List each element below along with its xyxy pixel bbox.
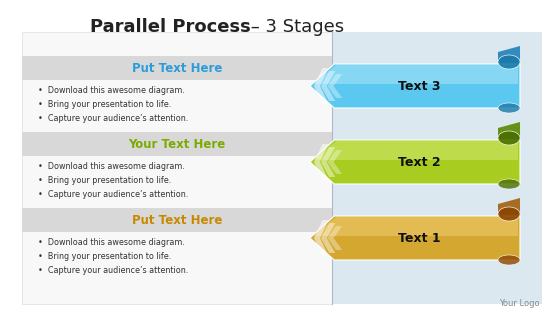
Polygon shape <box>314 68 329 104</box>
Bar <box>22 208 332 232</box>
Ellipse shape <box>498 103 520 113</box>
Polygon shape <box>313 65 518 84</box>
Polygon shape <box>328 150 342 174</box>
Text: •  Download this awesome diagram.: • Download this awesome diagram. <box>38 238 185 247</box>
Polygon shape <box>328 74 342 98</box>
Text: •  Bring your presentation to life.: • Bring your presentation to life. <box>38 176 171 185</box>
Polygon shape <box>310 216 520 260</box>
Polygon shape <box>498 46 520 64</box>
Text: Parallel Process: Parallel Process <box>90 18 251 36</box>
Ellipse shape <box>498 179 520 189</box>
Polygon shape <box>314 220 329 256</box>
Bar <box>22 132 332 156</box>
Polygon shape <box>313 141 518 160</box>
Polygon shape <box>498 216 520 260</box>
Polygon shape <box>498 198 520 216</box>
Text: Put Text Here: Put Text Here <box>132 214 222 226</box>
Text: •  Capture your audience’s attention.: • Capture your audience’s attention. <box>38 266 188 275</box>
Text: Text 2: Text 2 <box>398 156 441 169</box>
Polygon shape <box>498 64 520 108</box>
Text: Text 1: Text 1 <box>398 232 441 244</box>
Text: – 3 Stages: – 3 Stages <box>245 18 344 36</box>
Polygon shape <box>314 144 329 180</box>
Polygon shape <box>498 140 520 184</box>
Polygon shape <box>498 122 520 140</box>
Ellipse shape <box>498 55 520 69</box>
Polygon shape <box>328 226 342 250</box>
Text: Text 3: Text 3 <box>398 79 441 93</box>
Polygon shape <box>310 64 520 108</box>
Text: Your Logo: Your Logo <box>500 299 540 308</box>
Polygon shape <box>321 71 335 101</box>
Polygon shape <box>310 140 520 184</box>
Text: •  Bring your presentation to life.: • Bring your presentation to life. <box>38 100 171 109</box>
Bar <box>22 32 332 304</box>
Polygon shape <box>313 217 518 236</box>
Bar <box>332 32 542 304</box>
Text: •  Capture your audience’s attention.: • Capture your audience’s attention. <box>38 190 188 199</box>
Text: Your Text Here: Your Text Here <box>128 138 226 151</box>
Ellipse shape <box>498 131 520 145</box>
Text: Put Text Here: Put Text Here <box>132 61 222 75</box>
Text: •  Download this awesome diagram.: • Download this awesome diagram. <box>38 86 185 95</box>
Bar <box>22 56 332 80</box>
Polygon shape <box>321 147 335 177</box>
Ellipse shape <box>498 255 520 265</box>
Text: •  Download this awesome diagram.: • Download this awesome diagram. <box>38 162 185 171</box>
Polygon shape <box>321 223 335 253</box>
Text: •  Bring your presentation to life.: • Bring your presentation to life. <box>38 252 171 261</box>
Ellipse shape <box>498 207 520 221</box>
Text: •  Capture your audience’s attention.: • Capture your audience’s attention. <box>38 114 188 123</box>
